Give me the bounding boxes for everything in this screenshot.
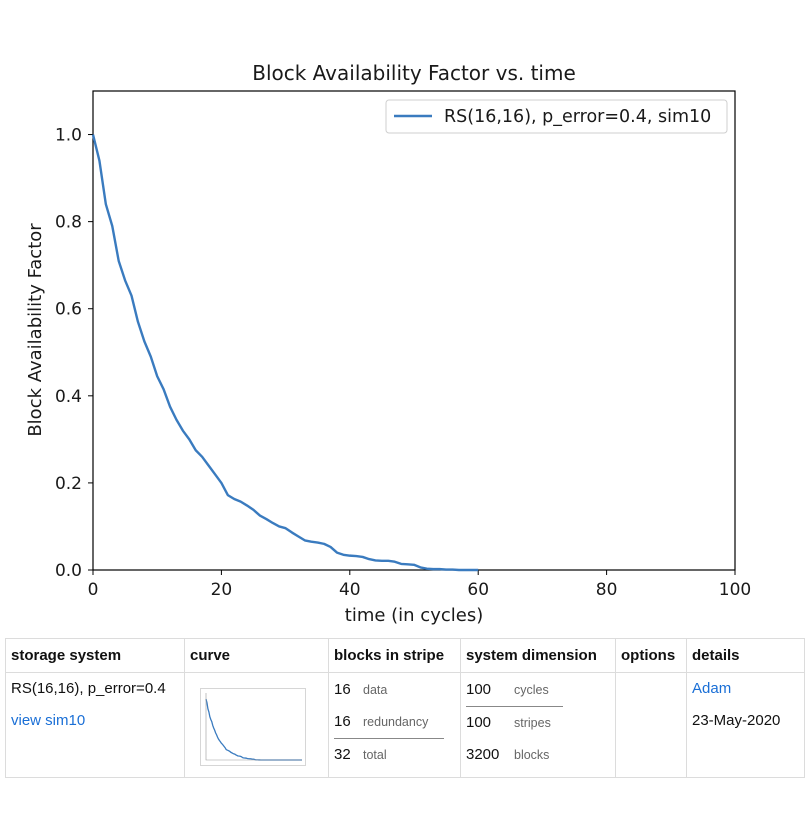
header-details: details [686,638,805,673]
legend-box [385,99,728,134]
details-cell: Adam 23-May-2020 [686,672,805,778]
x-tick-label: 60 [467,580,489,600]
y-tick-label: 0.8 [55,213,82,233]
storage-system-name: RS(16,16), p_error=0.4 [11,680,166,697]
blocks-total: 32 total [334,746,387,763]
author-link[interactable]: Adam [692,680,732,697]
thumbnail-line [205,698,302,761]
blocks-cell: 16 data 16 redundancy 32 total [328,672,461,778]
x-tick-label: 80 [596,580,618,600]
blocks-redundancy: 16 redundancy [334,706,444,739]
dimension-stripes: 100 stripes [466,714,551,731]
header-blocks-in-stripe: blocks in stripe [328,638,461,673]
x-tick-label: 20 [211,580,233,600]
legend: RS(16,16), p_error=0.4, sim10 [385,99,728,134]
y-tick-label: 0.2 [55,474,82,494]
options-cell [615,672,687,778]
dimension-blocks: 3200 blocks [466,746,550,763]
y-tick-label: 1.0 [55,126,82,146]
blocks-data: 16 data [334,681,388,698]
simulation-table: storage system curve blocks in stripe sy… [5,638,805,778]
curve-cell [184,672,329,778]
y-tick-label: 0.0 [55,561,82,581]
chart-title: Block Availability Factor vs. time [252,61,576,85]
x-tick-label: 0 [88,580,99,600]
x-axis-label: time (in cycles) [345,605,483,626]
plot-area [92,90,736,571]
thumbnail-ticks [205,693,302,761]
x-tick-label: 40 [339,580,361,600]
table-row: RS(16,16), p_error=0.4 view sim10 16 data… [5,672,805,778]
chart: Block Availability Factor vs. time 0 20 40… [25,61,751,626]
dimension-cell: 100 cycles 100 stripes 3200 blocks [460,672,616,778]
legend-label: RS(16,16), p_error=0.4, sim10 [444,107,711,127]
curve-thumbnail[interactable] [200,688,306,766]
y-tick-label: 0.6 [55,300,82,320]
y-tick-label: 0.4 [55,387,82,407]
header-options: options [615,638,687,673]
header-storage-system: storage system [5,638,185,673]
y-axis-label: Block Availability Factor [25,223,46,437]
header-system-dimension: system dimension [460,638,616,673]
dimension-cycles: 100 cycles [466,674,563,707]
thumbnail-axes [205,693,302,761]
view-sim-link[interactable]: view sim10 [11,712,86,729]
table-header-row: storage system curve blocks in stripe sy… [5,638,805,673]
series-line [91,134,479,572]
header-curve: curve [184,638,329,673]
storage-system-cell: RS(16,16), p_error=0.4 view sim10 [5,672,185,778]
details-date: 23-May-2020 [692,712,781,729]
y-axis-ticks: 0.0 0.2 0.4 0.6 0.8 1.0 [55,126,93,581]
x-axis-ticks: 0 20 40 60 80 100 [88,570,751,600]
x-tick-label: 100 [719,580,751,600]
